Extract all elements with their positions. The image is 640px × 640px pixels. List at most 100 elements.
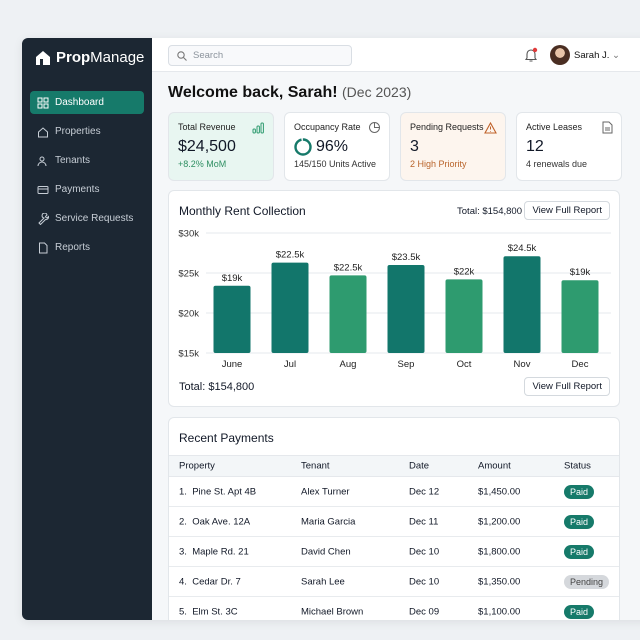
pie-chart-icon — [368, 121, 381, 139]
table-row[interactable]: 2. Oak Ave. 12A Maria Garcia Dec 11 $1,2… — [169, 507, 619, 537]
property-cell: 2. Oak Ave. 12A — [179, 516, 250, 527]
chart-total: Total: $154,800 — [457, 206, 522, 217]
stat-card-active-leases[interactable]: Active Leases 12 4 renewals due — [516, 112, 622, 181]
x-tick-label: Jul — [284, 359, 296, 370]
sidebar-item-label: Service Requests — [55, 213, 134, 224]
bar-chart: $15k $20k $25k $30k $19k June $22.5k Jul $22.5k A… — [178, 229, 611, 370]
table-header: Property Tenant Date Amount Status — [169, 455, 619, 477]
sidebar-item-tenants[interactable]: Tenants — [30, 149, 144, 172]
property-cell: 5. Elm St. 3C — [179, 606, 238, 617]
view-full-report-footer-button[interactable]: View Full Report — [524, 377, 610, 396]
status-badge: Pending — [564, 574, 610, 589]
sidebar-item-dashboard[interactable]: Dashboard — [30, 91, 144, 114]
house-logo-icon — [36, 50, 50, 65]
status-badge: Paid — [564, 514, 595, 529]
bar-nov[interactable] — [503, 256, 541, 353]
status-badge: Paid — [564, 604, 595, 619]
file-icon — [39, 242, 48, 253]
table-row[interactable]: 1. Pine St. Apt 4B Alex Turner Dec 12 $1… — [169, 477, 619, 507]
stat-value: 12 — [526, 138, 544, 155]
brand-bold: Prop — [56, 49, 91, 66]
column-header: Tenant — [301, 460, 330, 472]
column-header: Amount — [478, 460, 511, 472]
sidebar-item-reports[interactable]: Reports — [30, 236, 144, 259]
brand-light: Manage — [90, 49, 145, 66]
amount-cell: $1,450.00 — [478, 486, 521, 497]
chart-title: Monthly Rent Collection — [179, 204, 306, 218]
bar-sep[interactable] — [387, 265, 425, 353]
view-full-report-button[interactable]: View Full Report — [524, 201, 610, 220]
stat-card-occupancy-rate[interactable]: Occupancy Rate 96% 145/150 Units Active — [284, 112, 390, 181]
bar-oct[interactable] — [445, 279, 483, 353]
tenant-cell: Sarah Lee — [301, 576, 345, 587]
sidebar-item-label: Payments — [55, 184, 100, 195]
bar-data-label: $19k — [222, 273, 243, 284]
user-menu[interactable]: Sarah J. ⌄ — [574, 50, 620, 61]
bar-data-label: $22.5k — [334, 262, 363, 273]
row-number: 4. — [179, 576, 187, 587]
bar-dec[interactable] — [561, 280, 599, 353]
stat-title: Active Leases — [526, 122, 583, 132]
avatar[interactable] — [550, 45, 570, 65]
sidebar-item-label: Reports — [55, 242, 91, 253]
payments-title: Recent Payments — [179, 431, 274, 445]
x-tick-label: Oct — [457, 359, 472, 370]
x-tick-label: Sep — [398, 359, 415, 370]
bar-chart-icon — [252, 121, 265, 139]
table-row[interactable]: 4. Cedar Dr. 7 Sarah Lee Dec 10 $1,350.0… — [169, 567, 619, 597]
y-tick-label: $30k — [178, 229, 199, 240]
bar-june[interactable] — [213, 285, 251, 353]
amount-cell: $1,800.00 — [478, 546, 521, 557]
bar-data-label: $22k — [454, 266, 475, 277]
property-name: Elm St. 3C — [192, 606, 238, 617]
logo[interactable]: PropManage — [35, 49, 144, 66]
property-cell: 4. Cedar Dr. 7 — [179, 576, 241, 587]
stat-value: 3 — [410, 138, 419, 155]
search-input[interactable]: Search — [168, 45, 352, 66]
home-icon — [38, 126, 48, 137]
bell-icon[interactable] — [524, 47, 538, 63]
stat-subtext: +8.2% MoM — [178, 159, 227, 169]
date-cell: Dec 11 — [409, 516, 439, 527]
property-name: Pine St. Apt 4B — [192, 486, 257, 497]
bar-aug[interactable] — [329, 275, 367, 353]
tenant-cell: Alex Turner — [301, 486, 350, 497]
x-tick-label: Nov — [514, 359, 531, 370]
search-placeholder: Search — [193, 50, 224, 61]
table-row[interactable]: 3. Maple Rd. 21 David Chen Dec 10 $1,800… — [169, 537, 619, 567]
sidebar: PropManage Dashboard Properties Tenants Pay… — [22, 38, 152, 620]
chevron-down-icon: ⌄ — [612, 50, 620, 61]
amount-cell: $1,200.00 — [478, 516, 521, 527]
tenant-cell: David Chen — [301, 546, 351, 557]
occupancy-ring — [294, 138, 312, 156]
stat-card-pending-requests[interactable]: Pending Requests 3 2 High Priority — [400, 112, 506, 181]
table-row[interactable]: 5. Elm St. 3C Michael Brown Dec 09 $1,10… — [169, 597, 619, 620]
rent-chart-card: Monthly Rent Collection Total: $154,800 … — [168, 190, 620, 407]
search-icon — [177, 50, 187, 61]
status-badge: Paid — [564, 484, 595, 499]
stat-title: Pending Requests — [410, 122, 484, 132]
row-number: 1. — [179, 486, 187, 497]
bar-jul[interactable] — [271, 262, 309, 353]
sidebar-item-properties[interactable]: Properties — [30, 120, 144, 143]
row-number: 3. — [179, 546, 187, 557]
stat-value: 96% — [316, 138, 349, 155]
y-tick-label: $15k — [178, 349, 199, 360]
amount-cell: $1,350.00 — [478, 576, 521, 587]
wrench-icon — [38, 212, 49, 225]
bar-data-label: $24.5k — [508, 243, 537, 254]
credit-card-icon — [37, 185, 49, 194]
app-window: PropManage Dashboard Properties Tenants Pay… — [22, 38, 640, 620]
property-name: Oak Ave. 12A — [192, 516, 251, 527]
sidebar-item-service-requests[interactable]: Service Requests — [30, 207, 144, 230]
page-title: Welcome back, Sarah! (Dec 2023) — [168, 84, 411, 102]
y-tick-label: $25k — [178, 269, 199, 280]
stat-title: Occupancy Rate — [294, 122, 361, 132]
sidebar-nav: Dashboard Properties Tenants Payments Servic… — [30, 91, 144, 265]
date-cell: Dec 10 — [409, 576, 440, 587]
stat-card-total-revenue[interactable]: Total Revenue $24,500 +8.2% MoM — [168, 112, 274, 181]
status-badge: Paid — [564, 544, 595, 559]
row-number: 2. — [179, 516, 187, 527]
welcome-title: Welcome back, Sarah! — [168, 84, 338, 101]
sidebar-item-payments[interactable]: Payments — [30, 178, 144, 201]
